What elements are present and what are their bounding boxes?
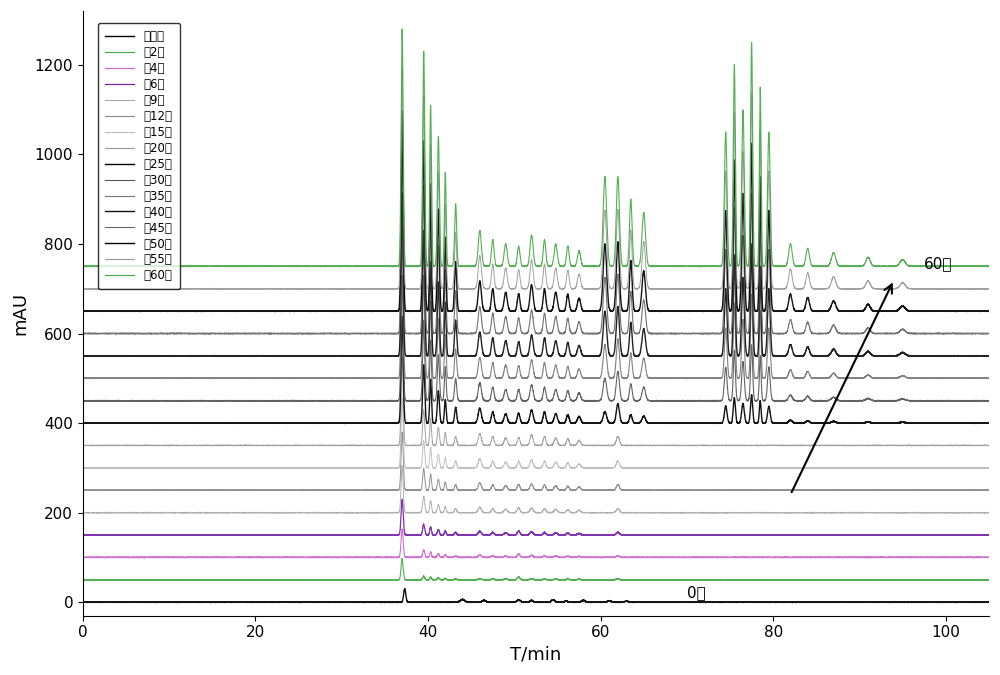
Text: 60天: 60天 (924, 256, 953, 271)
X-axis label: T/min: T/min (510, 646, 562, 664)
Text: 0天: 0天 (687, 585, 706, 600)
Legend: 未发酵, 第2天, 第4天, 第6天, 第9天, 第12天, 第15天, 第20天, 第25天, 第30天, 第35天, 第40天, 第45天, 第50天, 第: 未发酵, 第2天, 第4天, 第6天, 第9天, 第12天, 第15天, 第20… (98, 23, 180, 290)
Y-axis label: mAU: mAU (11, 292, 29, 335)
